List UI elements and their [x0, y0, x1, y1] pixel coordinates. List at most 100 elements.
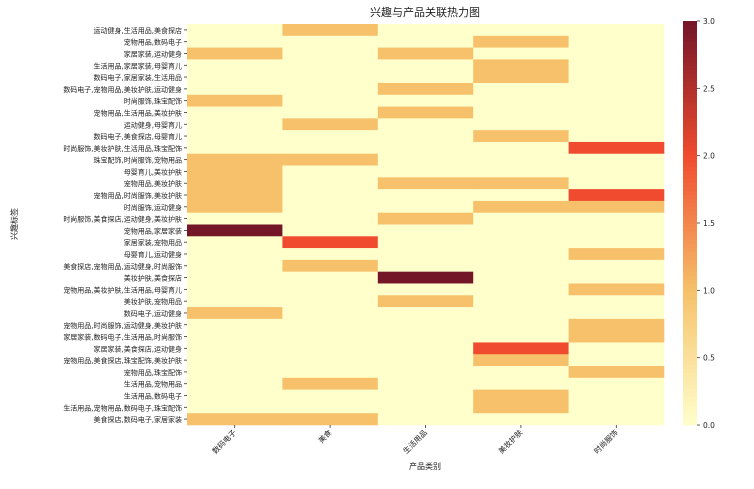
heatmap-cell: [282, 106, 379, 119]
heatmap-cell: [568, 318, 665, 331]
heatmap-cell: [568, 200, 665, 214]
y-tick-label: 宠物用品,时尚服饰,美妆护肤: [94, 191, 182, 200]
y-tick-label: 母婴育儿,运动健身: [124, 250, 182, 259]
heatmap-cell: [473, 212, 569, 225]
heatmap-cell: [568, 177, 665, 190]
heatmap-cell: [568, 106, 665, 119]
colorbar-segment: [683, 239, 697, 244]
heatmap-cell: [568, 236, 665, 249]
heatmap-cell: [377, 236, 474, 249]
heatmap-cell: [377, 401, 474, 414]
heatmap-cell: [473, 224, 569, 237]
heatmap-cell: [187, 295, 283, 308]
heatmap-cell: [282, 71, 379, 84]
colorbar-segment: [683, 61, 697, 66]
colorbar-segment: [683, 202, 697, 208]
y-tick-label: 宠物用品,美食探店,珠宝配饰,美妆护肤: [63, 356, 182, 365]
y-tick-label: 生活用品,宠物用品,数码电子,珠宝配饰: [63, 403, 182, 412]
colorbar-segment: [683, 45, 697, 50]
heatmap-cell: [282, 307, 379, 320]
heatmap-cell: [568, 59, 665, 72]
y-tick-label: 美妆护肤,宠物用品: [124, 297, 182, 306]
heatmap-cell: [282, 94, 379, 107]
heatmap-cell: [377, 283, 474, 296]
heatmap-cell: [187, 118, 283, 131]
colorbar-segment: [683, 190, 697, 196]
y-tick-label: 宠物用品,生活用品,美妆护肤: [94, 108, 182, 117]
colorbar-segment: [683, 69, 697, 74]
colorbar-segment: [683, 291, 697, 297]
heatmap-cell: [473, 71, 569, 84]
colorbar-segment: [683, 162, 697, 167]
heatmap-cell: [568, 82, 665, 96]
x-axis-label: 产品类别: [409, 461, 441, 471]
heatmap-cell: [282, 165, 379, 178]
heatmap-cell: [377, 224, 474, 237]
heatmap-cell: [377, 200, 474, 214]
x-tick-label: 美食: [316, 427, 334, 445]
heatmap-cell: [377, 307, 474, 320]
heatmap-cell: [187, 330, 283, 343]
y-tick-label: 家居家装,运动健身: [124, 49, 182, 58]
heatmap-cell: [282, 118, 379, 131]
y-tick-label: 宠物用品,时尚服饰,运动健身,美妆护肤: [63, 321, 182, 330]
colorbar-segment: [683, 158, 697, 163]
heatmap-cell: [473, 153, 569, 166]
heatmap-cell: [377, 141, 474, 155]
y-tick-label: 宠物用品,美妆护肤,生活用品,母婴育儿: [63, 285, 182, 294]
heatmap-cell: [473, 189, 569, 202]
heatmap-cell: [473, 141, 569, 155]
y-tick-label: 家居家装,美食探店,运动健身: [94, 344, 182, 353]
heatmap-cell: [377, 366, 474, 379]
row-labels: 运动健身,生活用品,美食探店宠物用品,数码电子家居家装,运动健身生活用品,家居家…: [63, 26, 187, 424]
colorbar-segment: [683, 25, 697, 30]
colorbar-segment: [683, 77, 697, 82]
y-tick-label: 运动健身,生活用品,美食探店: [94, 26, 182, 35]
heatmap-cell: [568, 165, 665, 178]
heatmap-cell: [282, 318, 379, 331]
heatmap-cell: [377, 271, 474, 284]
heatmap-cell: [473, 130, 569, 143]
heatmap-cell: [473, 94, 569, 107]
colorbar-segment: [683, 372, 697, 377]
colorbar-segment: [683, 138, 697, 143]
heatmap-cell: [377, 71, 474, 84]
heatmap-cell: [282, 295, 379, 308]
colorbar-segment: [683, 255, 697, 260]
colorbar-tick-label: 3.0: [703, 17, 715, 26]
heatmap-cell: [282, 24, 379, 37]
colorbar-segment: [683, 174, 697, 179]
colorbar-segment: [683, 101, 697, 107]
x-tick-label: 时尚服饰: [591, 427, 620, 456]
colorbar-segment: [683, 283, 697, 289]
colorbar-segment: [683, 37, 697, 42]
colorbar-segment: [683, 299, 697, 305]
heatmap-cell: [282, 35, 379, 48]
colorbar-segment: [683, 295, 697, 301]
heatmap-cell: [377, 318, 474, 331]
y-tick-label: 生活用品,家居家装,母婴育儿: [94, 61, 182, 70]
heatmap-cell: [187, 236, 283, 249]
colorbar-tick-label: 1.0: [703, 286, 715, 295]
heatmap-cell: [568, 94, 665, 107]
heatmap-cell: [473, 366, 569, 379]
y-tick-label: 美妆护肤,美食探店: [124, 274, 182, 283]
heatmap-cell: [568, 47, 665, 60]
heatmap-cell: [473, 35, 569, 48]
colorbar-segment: [683, 130, 697, 135]
colorbar-segment: [683, 93, 697, 99]
colorbar-segment: [683, 85, 697, 91]
colorbar-segment: [683, 178, 697, 183]
colorbar-segment: [683, 400, 697, 406]
heatmap-cell: [473, 177, 569, 190]
colorbar-segment: [683, 275, 697, 280]
heatmap-cell: [568, 342, 665, 355]
heatmap-cell: [187, 106, 283, 119]
heatmap-cell: [377, 59, 474, 72]
heatmap-cells: [187, 24, 665, 426]
colorbar-segment: [683, 134, 697, 139]
colorbar-segment: [683, 279, 697, 284]
y-axis-label: 兴趣标签: [9, 208, 19, 240]
heatmap-cell: [568, 389, 665, 402]
